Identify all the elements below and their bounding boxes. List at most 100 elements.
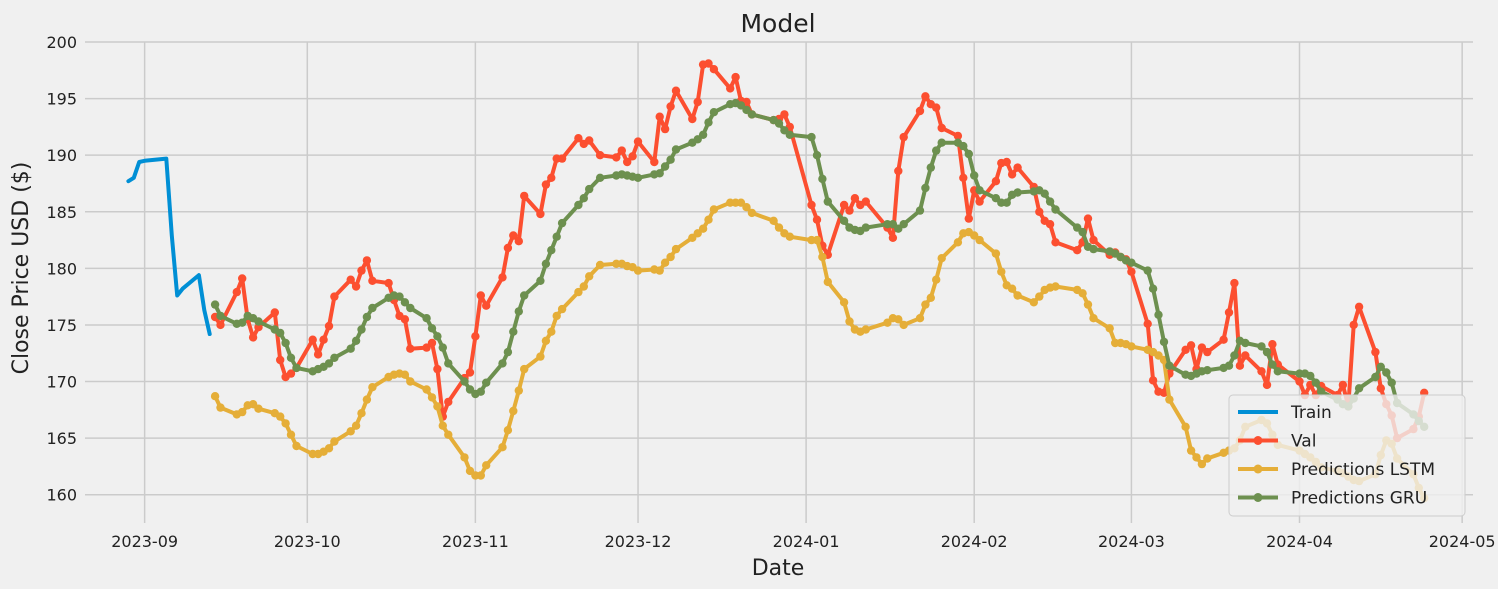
data-point-val bbox=[671, 86, 681, 95]
data-point-predictions-lstm bbox=[362, 395, 372, 404]
data-point-predictions-lstm bbox=[433, 402, 442, 411]
data-point-predictions-lstm bbox=[460, 453, 469, 462]
data-point-predictions-lstm bbox=[1078, 289, 1087, 298]
data-point-predictions-gru bbox=[1089, 244, 1098, 254]
data-point-predictions-lstm bbox=[975, 235, 984, 245]
data-point-predictions-lstm bbox=[1203, 454, 1212, 463]
data-point-predictions-lstm bbox=[818, 252, 827, 262]
series-train bbox=[126, 156, 212, 336]
data-point-val bbox=[709, 65, 719, 74]
data-point-predictions-gru bbox=[574, 200, 583, 210]
series-predictions-gru bbox=[210, 98, 1429, 431]
data-point-val bbox=[850, 194, 860, 203]
data-point-predictions-lstm bbox=[1089, 314, 1098, 323]
data-point-predictions-lstm bbox=[281, 419, 290, 428]
data-point-predictions-gru bbox=[362, 312, 372, 322]
data-point-val bbox=[633, 137, 643, 146]
data-point-predictions-lstm bbox=[1192, 453, 1201, 462]
data-point-predictions-gru bbox=[1045, 197, 1055, 206]
data-point-val bbox=[471, 332, 480, 341]
data-point-val bbox=[514, 237, 523, 246]
data-point-val bbox=[346, 275, 355, 284]
data-point-predictions-lstm bbox=[774, 223, 784, 232]
data-point-predictions-gru bbox=[812, 151, 822, 160]
data-point-val bbox=[362, 256, 372, 265]
data-point-predictions-gru bbox=[281, 338, 290, 348]
data-point-predictions-gru bbox=[1311, 378, 1321, 387]
legend-item-predictions-gru: Predictions GRU bbox=[1238, 489, 1427, 509]
data-point-val bbox=[1376, 384, 1386, 393]
data-point-val bbox=[932, 103, 941, 112]
data-point-predictions-gru bbox=[1354, 384, 1364, 393]
data-point-predictions-gru bbox=[579, 194, 588, 203]
data-point-predictions-lstm bbox=[1197, 459, 1207, 469]
data-point-predictions-gru bbox=[557, 218, 567, 228]
data-point-predictions-lstm bbox=[1051, 282, 1060, 291]
data-point-predictions-gru bbox=[1371, 372, 1380, 382]
x-tick-label: 2024-01 bbox=[773, 532, 840, 551]
data-point-predictions-lstm bbox=[595, 260, 605, 270]
data-point-val bbox=[991, 177, 1001, 186]
data-point-val bbox=[503, 243, 513, 253]
data-point-val bbox=[444, 397, 453, 407]
data-point-val bbox=[595, 151, 605, 160]
y-tick-label: 165 bbox=[46, 429, 77, 448]
data-point-predictions-lstm bbox=[574, 287, 583, 297]
data-point-val bbox=[1241, 351, 1250, 360]
data-point-val bbox=[216, 320, 225, 330]
data-point-predictions-gru bbox=[839, 216, 849, 225]
data-point-predictions-gru bbox=[400, 298, 410, 307]
y-tick-label: 195 bbox=[46, 90, 77, 109]
data-point-val bbox=[536, 209, 545, 219]
data-point-predictions-gru bbox=[595, 173, 605, 182]
data-point-predictions-gru bbox=[552, 232, 561, 241]
legend-label-predictions-gru: Predictions GRU bbox=[1291, 489, 1427, 509]
data-point-predictions-gru bbox=[216, 311, 225, 321]
data-point-predictions-gru bbox=[1148, 284, 1158, 293]
data-point-predictions-gru bbox=[1002, 198, 1011, 207]
data-point-predictions-lstm bbox=[286, 430, 296, 439]
y-tick-label: 190 bbox=[46, 146, 77, 165]
data-point-predictions-lstm bbox=[1181, 422, 1190, 431]
data-point-predictions-gru bbox=[937, 138, 946, 147]
data-point-val bbox=[384, 278, 393, 288]
data-point-val bbox=[845, 206, 854, 215]
data-point-val bbox=[238, 274, 247, 283]
data-point-val bbox=[959, 173, 968, 182]
x-axis-label: Date bbox=[752, 556, 805, 581]
data-point-predictions-gru bbox=[1203, 366, 1212, 375]
data-point-predictions-gru bbox=[547, 246, 556, 255]
data-point-predictions-gru bbox=[1224, 361, 1234, 370]
data-point-predictions-gru bbox=[698, 130, 708, 139]
data-point-predictions-gru bbox=[633, 173, 643, 182]
data-point-val bbox=[1203, 347, 1212, 357]
data-point-predictions-lstm bbox=[1007, 284, 1017, 293]
data-point-predictions-gru bbox=[514, 307, 523, 316]
data-point-predictions-lstm bbox=[585, 272, 594, 281]
data-point-predictions-gru bbox=[1317, 387, 1326, 396]
data-point-val bbox=[465, 368, 475, 377]
data-point-val bbox=[1338, 380, 1348, 390]
data-point-predictions-lstm bbox=[991, 249, 1001, 258]
data-point-val bbox=[509, 231, 518, 240]
y-axis-label: Close Price USD ($) bbox=[9, 162, 34, 375]
data-point-val bbox=[704, 59, 713, 68]
data-point-val bbox=[286, 369, 296, 378]
data-point-predictions-lstm bbox=[210, 392, 220, 401]
data-point-predictions-lstm bbox=[541, 336, 551, 345]
data-point-predictions-lstm bbox=[997, 267, 1006, 276]
data-point-predictions-lstm bbox=[324, 444, 334, 453]
data-point-predictions-gru bbox=[1154, 310, 1163, 319]
data-point-val bbox=[688, 114, 697, 124]
data-point-predictions-gru bbox=[330, 353, 339, 362]
data-point-predictions-gru bbox=[357, 325, 366, 334]
data-point-predictions-gru bbox=[406, 303, 415, 313]
legend-label-predictions-lstm: Predictions LSTM bbox=[1291, 460, 1435, 480]
data-point-val bbox=[433, 364, 442, 374]
data-point-val bbox=[1035, 207, 1044, 216]
data-point-predictions-lstm bbox=[769, 216, 778, 225]
data-point-predictions-lstm bbox=[660, 258, 670, 267]
data-point-predictions-lstm bbox=[921, 300, 930, 309]
data-point-predictions-lstm bbox=[698, 224, 708, 233]
